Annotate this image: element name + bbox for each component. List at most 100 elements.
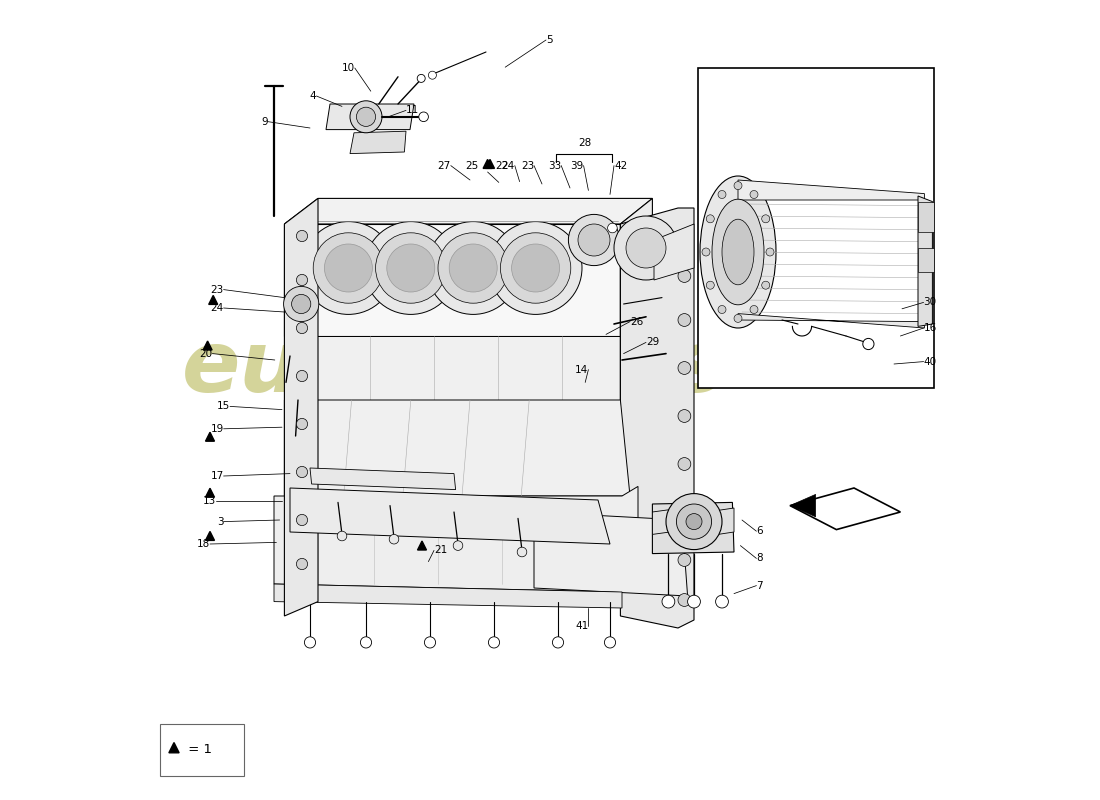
Circle shape [490,222,582,314]
Polygon shape [350,131,406,154]
Circle shape [678,410,691,422]
Circle shape [761,282,770,290]
Circle shape [604,637,616,648]
Circle shape [734,182,742,190]
Text: 16: 16 [924,323,937,333]
Polygon shape [738,314,924,328]
Circle shape [686,514,702,530]
Text: 24: 24 [502,161,515,170]
Polygon shape [285,336,620,400]
Circle shape [569,214,619,266]
Polygon shape [326,104,414,130]
Text: = 1: = 1 [184,743,211,756]
Circle shape [750,306,758,314]
Circle shape [350,101,382,133]
Circle shape [296,418,308,430]
Polygon shape [310,468,455,490]
Ellipse shape [700,176,776,328]
Circle shape [324,244,373,292]
Circle shape [512,244,560,292]
Bar [160,724,243,776]
Text: 23: 23 [210,285,223,294]
Polygon shape [918,196,933,326]
Circle shape [666,494,722,550]
Circle shape [425,637,436,648]
Polygon shape [274,486,638,592]
Circle shape [761,214,770,222]
Text: 24: 24 [210,303,223,313]
Circle shape [284,286,319,322]
Text: 6: 6 [757,526,763,536]
Circle shape [678,234,691,246]
Circle shape [662,595,674,608]
Circle shape [296,514,308,526]
Circle shape [356,107,375,126]
Circle shape [292,294,311,314]
Polygon shape [418,541,427,550]
Circle shape [389,534,399,544]
Text: 33: 33 [548,161,561,170]
Text: 27: 27 [438,161,451,170]
Text: 10: 10 [342,63,355,73]
Polygon shape [206,531,214,541]
Circle shape [453,541,463,550]
Circle shape [678,458,691,470]
Text: a passion for parts: a passion for parts [310,422,582,450]
Bar [918,202,934,232]
Circle shape [305,637,316,648]
Circle shape [718,306,726,314]
Circle shape [678,594,691,606]
Circle shape [375,233,446,303]
Circle shape [702,248,710,256]
Circle shape [364,222,458,314]
Polygon shape [285,224,620,336]
Circle shape [517,547,527,557]
Text: 4: 4 [310,91,317,101]
Polygon shape [483,159,492,168]
Text: 17: 17 [210,471,223,481]
Circle shape [361,637,372,648]
Text: 13: 13 [202,496,216,506]
Circle shape [296,370,308,382]
Text: 39: 39 [571,161,584,170]
Circle shape [296,466,308,478]
Ellipse shape [712,199,764,305]
Polygon shape [285,400,630,496]
Circle shape [862,338,874,350]
Circle shape [438,233,508,303]
Polygon shape [620,198,652,496]
Text: 29: 29 [646,338,659,347]
Polygon shape [290,488,610,544]
Text: 11: 11 [406,106,419,115]
Circle shape [428,71,437,79]
Circle shape [750,190,758,198]
Circle shape [500,233,571,303]
Text: 26: 26 [630,317,644,326]
Polygon shape [652,510,670,534]
Text: 41: 41 [575,621,589,630]
Polygon shape [718,508,734,534]
Circle shape [419,112,428,122]
Text: 42: 42 [614,161,627,170]
Polygon shape [285,198,652,224]
Circle shape [302,222,395,314]
Polygon shape [790,488,901,530]
Circle shape [607,223,617,233]
Polygon shape [652,502,734,554]
Text: eurospares: eurospares [182,326,726,410]
Circle shape [338,531,346,541]
Bar [698,68,934,388]
Circle shape [488,637,499,648]
Circle shape [552,637,563,648]
Circle shape [678,362,691,374]
Text: 9: 9 [261,117,267,126]
Circle shape [427,222,519,314]
Circle shape [678,314,691,326]
Circle shape [766,248,774,256]
Circle shape [706,214,714,222]
Polygon shape [274,584,622,608]
Circle shape [578,224,610,256]
Circle shape [734,314,742,322]
Polygon shape [285,198,318,616]
Circle shape [296,274,308,286]
